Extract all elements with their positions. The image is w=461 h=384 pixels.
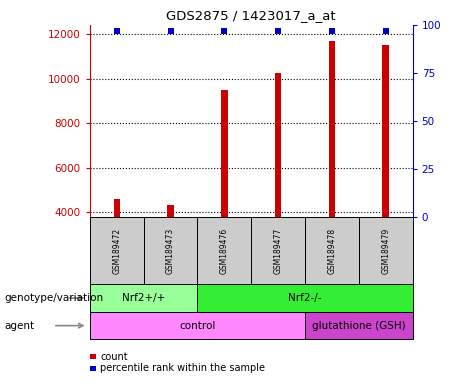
Text: count: count — [100, 352, 128, 362]
Text: Nrf2-/-: Nrf2-/- — [288, 293, 322, 303]
Bar — [275, 73, 281, 217]
Text: glutathione (GSH): glutathione (GSH) — [312, 321, 406, 331]
Text: GSM189477: GSM189477 — [274, 227, 283, 274]
Text: genotype/variation: genotype/variation — [5, 293, 104, 303]
Text: Nrf2+/+: Nrf2+/+ — [122, 293, 165, 303]
Text: percentile rank within the sample: percentile rank within the sample — [100, 363, 266, 373]
Text: GSM189479: GSM189479 — [381, 227, 390, 274]
Text: GSM189473: GSM189473 — [166, 227, 175, 274]
Bar — [221, 90, 228, 217]
Text: GSM189478: GSM189478 — [327, 227, 337, 274]
Text: control: control — [179, 321, 216, 331]
Bar — [383, 45, 389, 217]
Bar — [167, 205, 174, 217]
Text: GSM189476: GSM189476 — [220, 227, 229, 274]
Text: agent: agent — [5, 321, 35, 331]
Title: GDS2875 / 1423017_a_at: GDS2875 / 1423017_a_at — [166, 9, 336, 22]
Bar — [113, 199, 120, 217]
Text: GSM189472: GSM189472 — [112, 227, 121, 274]
Bar — [329, 41, 335, 217]
